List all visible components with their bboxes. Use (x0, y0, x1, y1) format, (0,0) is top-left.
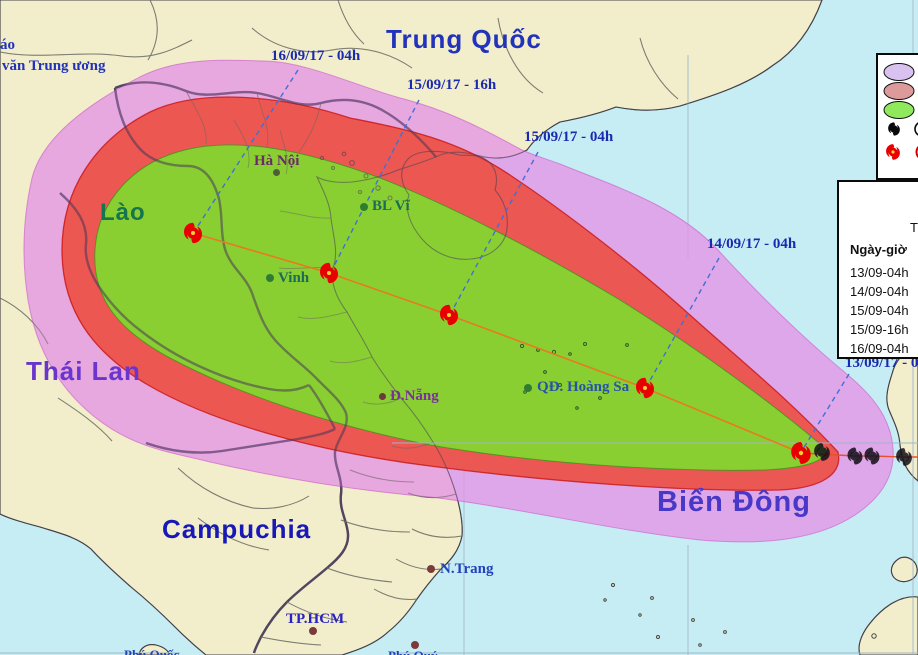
hanoi-dot (273, 169, 280, 176)
legend-extra-red-symbol-partial (915, 145, 918, 159)
track-label-16-09: 16/09/17 - 04h (271, 48, 361, 64)
legend-typhoon-eye-dot (891, 150, 895, 154)
paracel-islets (519, 342, 629, 410)
label-thailand: Thái Lan (26, 356, 141, 386)
agency-name-fragment-1: áo (0, 37, 15, 53)
legend-symbols (883, 63, 918, 160)
spratly-islets (603, 583, 877, 647)
label-da-nang: Đ.Nẵng (390, 388, 439, 404)
label-china: Trung Quốc (386, 24, 542, 54)
label-phu-quy: Phú Quý (388, 649, 438, 655)
nha-trang-dot (427, 565, 435, 573)
track-label-13-09: 13/09/17 - 0 (845, 355, 918, 371)
bach-long-vi-dot (360, 203, 368, 211)
label-east-sea: Biển Đông (657, 486, 811, 518)
table-title-fragment: T (910, 220, 918, 235)
hoang-sa-dot (524, 384, 532, 392)
label-cambodia: Campuchia (162, 514, 312, 544)
legend-past-typhoon-icon (888, 122, 900, 136)
label-nha-trang: N.Trang (440, 561, 494, 577)
forecast-time-connectors (195, 69, 850, 450)
track-label-15-09-16h: 15/09/17 - 16h (407, 77, 497, 93)
hcmc-dot (309, 627, 317, 635)
label-vinh: Vinh (278, 270, 310, 286)
label-laos: Lào (100, 199, 146, 226)
table-row: 13/09-04h (850, 265, 909, 280)
forecast-table: T Ngày-giờ 13/09-04h 14/09-04h 15/09-04h… (837, 180, 918, 359)
phu-quy-dot (411, 641, 419, 649)
table-row: 15/09-16h (850, 322, 909, 337)
agency-name-fragment-2: văn Trung ương (2, 58, 106, 74)
label-phu-quoc: Phú Quốc (124, 647, 180, 655)
label-hanoi: Hà Nội (254, 153, 300, 169)
label-hcmc: TP.HCM (286, 611, 345, 627)
da-nang-dot (379, 393, 386, 400)
track-label-15-09-04h: 15/09/17 - 04h (524, 129, 614, 145)
graticule-horizontal (0, 442, 918, 654)
table-row: 15/09-04h (850, 303, 909, 318)
legend-extra-symbol-partial (914, 122, 918, 136)
legend-track-zone-icon (883, 101, 915, 119)
track-label-14-09: 14/09/17 - 04h (707, 236, 797, 252)
table-row: 16/09-04h (850, 341, 909, 356)
vinh-dot (266, 274, 274, 282)
legend-danger-zone-icon (883, 82, 915, 100)
typhoon-eye-dots (191, 231, 804, 456)
label-bach-long-vi: BL Vĩ (372, 198, 410, 214)
table-col-header-datetime: Ngày-giờ (850, 242, 907, 257)
table-row: 14/09-04h (850, 284, 909, 299)
legend-outer-zone-icon (883, 63, 915, 81)
label-hoang-sa: QĐ. Hoàng Sa (537, 379, 630, 395)
legend-box (876, 53, 918, 180)
